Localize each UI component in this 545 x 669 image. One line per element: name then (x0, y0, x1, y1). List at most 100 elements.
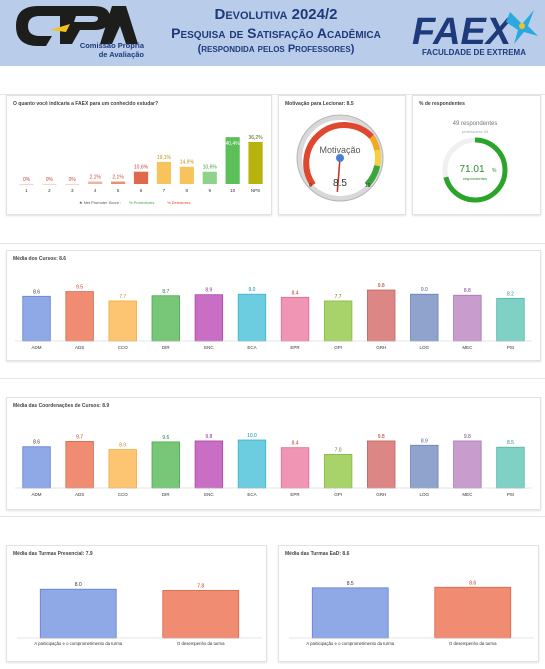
bar (65, 441, 94, 489)
bar (311, 587, 389, 639)
data-label: 8.5 (507, 440, 514, 446)
data-label: 10,6% (134, 165, 149, 171)
data-label: 9.8 (205, 434, 212, 440)
bar (42, 184, 57, 185)
gauge-label: Motivação (319, 145, 360, 155)
data-label: 0% (69, 177, 77, 183)
courses-title: Média dos Cursos: 8.6 (13, 256, 67, 262)
respondents-title: % de respondentes (419, 101, 465, 107)
data-label: 8.4 (292, 441, 299, 447)
motivation-title: Motivação para Lecionar: 8.5 (285, 101, 354, 107)
category-label: MEC (462, 492, 473, 497)
bar (179, 166, 194, 184)
bar (151, 295, 180, 342)
category-label: ENC (204, 345, 214, 350)
gauge-red-band (303, 122, 374, 187)
category-label: 1 (25, 188, 28, 193)
bar (194, 440, 224, 489)
divider (0, 243, 545, 244)
data-label: 7.7 (335, 294, 342, 300)
header-banner: Comissão Própria de Avaliação Devolutiva… (0, 0, 545, 66)
category-label: DIR (162, 345, 171, 350)
category-label: O desempenho da turma (449, 641, 497, 646)
bar (65, 291, 94, 342)
data-label: 8.6 (469, 580, 476, 586)
category-label: PSI (507, 345, 514, 350)
gauge-hub (336, 154, 344, 162)
data-label: 7.7 (119, 294, 126, 300)
bar (237, 439, 267, 489)
bar (496, 297, 525, 342)
bar (133, 171, 149, 184)
data-label: 10.0 (247, 433, 257, 439)
gauge-green-band (364, 165, 381, 187)
nps-chart: 0% 1 0% 2 0% 3 2,1% 4 2,1% 5 10,6% 6 19,1% 7 14,9% 8 10,… (19, 135, 263, 205)
category-label: A participação e o comprometimento da tu… (306, 641, 395, 646)
divider (0, 378, 545, 379)
gauge-min-label: 0 (309, 183, 312, 189)
motivation-panel: Motivação para Lecionar: 8.5 0 10 Motiva… (278, 95, 406, 215)
data-label: 8.5 (347, 581, 354, 587)
bar (225, 137, 240, 184)
category-label: ADS (75, 345, 84, 350)
ead-chart: 8.5 A participação e o comprometimento da… (289, 580, 534, 646)
data-label: 8.0 (119, 443, 126, 449)
divider (0, 516, 545, 517)
data-label: 7.8 (197, 583, 204, 589)
respondents-panel: % de respondentes 49 respondentes profes… (412, 95, 541, 215)
category-label: GPI (334, 345, 342, 350)
faex-subtitle: FACULDADE DE EXTREMA (421, 48, 526, 57)
bar (453, 440, 482, 489)
coord-panel: Média das Coordenações de Cursos: 8.9 8.… (6, 397, 541, 510)
bar (410, 293, 439, 342)
data-label: 8.9 (421, 438, 428, 444)
data-label: 9.0 (421, 287, 428, 293)
faex-logo: FAEX (412, 10, 538, 53)
category-label: 2 (48, 188, 51, 193)
donut-percent: 71.01 (459, 164, 484, 175)
category-label: CCO (118, 345, 128, 350)
data-label: 8.2 (507, 291, 514, 297)
category-label: ADM (32, 345, 42, 350)
nps-title: O quanto você indicaria a FAEX para um c… (13, 101, 159, 107)
bar (162, 590, 240, 639)
bar (323, 300, 353, 342)
category-label: LOG (420, 492, 430, 497)
data-label: 36,2% (248, 135, 263, 141)
bar (88, 181, 103, 184)
donut-sub-label: respondentes (463, 176, 487, 181)
bar (280, 296, 310, 342)
gauge-needle (336, 157, 341, 192)
category-label: NPS (251, 188, 260, 193)
respondents-count: 49 respondentes (453, 121, 498, 127)
page-title: Devolutiva 2024/2 Pesquisa de Satisfação… (150, 6, 402, 57)
coord-chart: 8.6 ADM 9.7 ADS 8.0 CCO 9.6 DIR 9.8 ENC 10.0 ECA 8.4… (15, 433, 532, 497)
bar (19, 184, 34, 185)
gauge-max-label: 10 (365, 183, 371, 189)
donut-percent-unit: % (492, 168, 497, 174)
category-label: MEC (462, 345, 473, 350)
category-label: 4 (94, 188, 97, 193)
category-label: EPR (290, 345, 300, 350)
cpa-subtitle-line1: Comissão Própria (79, 41, 144, 50)
bar (65, 184, 80, 185)
category-label: ENC (204, 492, 214, 497)
title-line2: Pesquisa de Satisfação Acadêmica (171, 25, 381, 41)
divider (0, 94, 545, 95)
bar (410, 444, 439, 489)
data-label: 40,4% (226, 141, 241, 147)
legend-nps: ★ Net Promoter Score : (79, 200, 121, 205)
data-label: 10,6% (203, 165, 218, 171)
ead-title: Média das Turmas EaD: 8.6 (285, 551, 350, 557)
bar (108, 300, 137, 342)
category-label: EPR (290, 492, 300, 497)
data-label: 9.6 (162, 435, 169, 441)
category-label: GRH (376, 492, 386, 497)
category-label: LOG (420, 345, 430, 350)
data-label: 8.0 (75, 582, 82, 588)
data-label: 2,1% (112, 175, 124, 181)
bar (110, 181, 126, 184)
coord-title: Média das Coordenações de Cursos: 8.9 (13, 403, 110, 409)
bar (453, 294, 482, 342)
bar (323, 454, 353, 489)
